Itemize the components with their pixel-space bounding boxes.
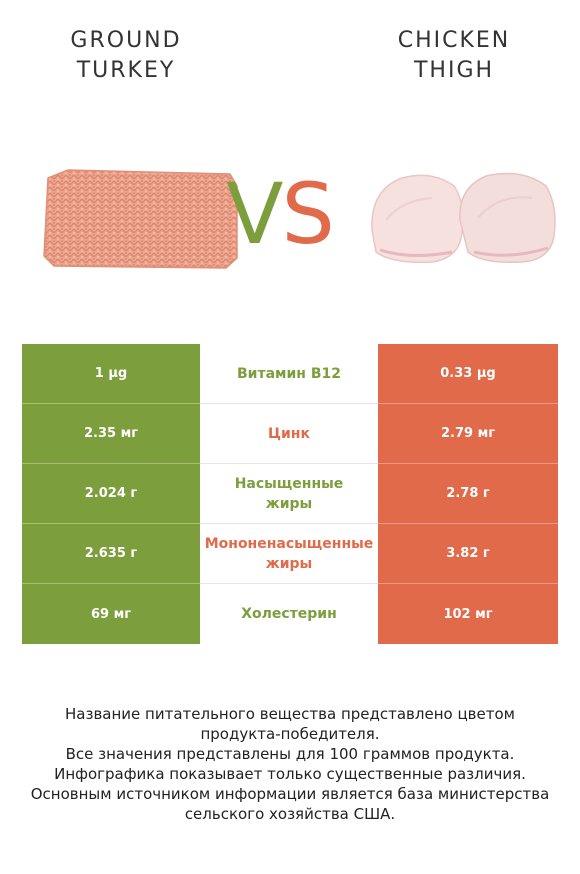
chicken-thigh-image bbox=[362, 160, 562, 280]
vs-label: VS bbox=[226, 165, 335, 263]
right-value: 102 мг bbox=[378, 584, 558, 644]
food-title-right-line1: CHICKEN bbox=[397, 28, 511, 53]
right-value: 2.78 г bbox=[378, 464, 558, 524]
nutrient-name: Витамин B12 bbox=[200, 344, 378, 404]
nutrient-name: Насыщенные жиры bbox=[200, 464, 378, 524]
footer-notes: Название питательного вещества представл… bbox=[20, 704, 560, 824]
left-value: 69 мг bbox=[22, 584, 200, 644]
vs-letter-v: V bbox=[226, 165, 283, 263]
vs-letter-s: S bbox=[281, 165, 334, 263]
footer-line: Все значения представлены для 100 граммо… bbox=[65, 745, 515, 763]
left-value: 2.35 мг bbox=[22, 404, 200, 464]
table-row: 69 мг Холестерин 102 мг bbox=[22, 584, 558, 644]
footer-line: Название питательного вещества представл… bbox=[65, 705, 515, 723]
food-title-left-line1: GROUND bbox=[70, 28, 182, 53]
food-title-right: CHICKEN THIGH bbox=[344, 26, 564, 86]
footer-line: продукта-победителя. bbox=[200, 725, 380, 743]
table-row: 1 µg Витамин B12 0.33 µg bbox=[22, 344, 558, 404]
left-value: 2.635 г bbox=[22, 524, 200, 584]
comparison-table: 1 µg Витамин B12 0.33 µg 2.35 мг Цинк 2.… bbox=[22, 344, 558, 644]
left-value: 2.024 г bbox=[22, 464, 200, 524]
right-value: 0.33 µg bbox=[378, 344, 558, 404]
food-title-right-line2: THIGH bbox=[413, 58, 495, 83]
food-title-left-line2: TURKEY bbox=[76, 58, 176, 83]
footer-line: Инфографика показывает только существенн… bbox=[54, 765, 526, 783]
table-row: 2.635 г Мононенасыщенные жиры 3.82 г bbox=[22, 524, 558, 584]
nutrient-name: Холестерин bbox=[200, 584, 378, 644]
table-row: 2.35 мг Цинк 2.79 мг bbox=[22, 404, 558, 464]
right-value: 2.79 мг bbox=[378, 404, 558, 464]
ground-turkey-image bbox=[40, 120, 240, 320]
left-value: 1 µg bbox=[22, 344, 200, 404]
table-row: 2.024 г Насыщенные жиры 2.78 г bbox=[22, 464, 558, 524]
nutrient-name: Мононенасыщенные жиры bbox=[200, 524, 378, 584]
nutrient-name: Цинк bbox=[200, 404, 378, 464]
food-title-left: GROUND TURKEY bbox=[16, 26, 236, 86]
right-value: 3.82 г bbox=[378, 524, 558, 584]
footer-line: Основным источником информации является … bbox=[30, 785, 550, 803]
footer-line: сельского хозяйства США. bbox=[184, 805, 396, 823]
